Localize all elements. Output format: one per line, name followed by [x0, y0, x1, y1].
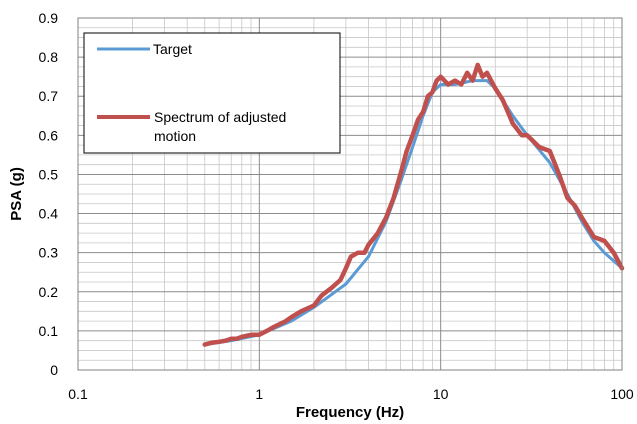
series-line-adjusted	[202, 62, 625, 347]
x-tick-label: 100	[610, 386, 634, 402]
legend-label-adjusted-line1: Spectrum of adjusted	[154, 109, 286, 125]
y-tick-label: 0	[50, 362, 58, 378]
y-tick-labels: 0 0.1 0.2 0.3 0.4 0.5 0.6 0.7 0.8 0.9	[39, 10, 59, 378]
legend-label-target: Target	[153, 41, 192, 57]
y-tick-label: 0.5	[39, 166, 59, 182]
legend-label-adjusted: Spectrum of adjusted motion	[154, 109, 286, 144]
legend-box	[83, 32, 341, 154]
x-tick-labels: 0.1 1 10 100	[68, 386, 634, 402]
legend-label-adjusted-line2: motion	[154, 128, 196, 144]
y-tick-label: 0.3	[39, 245, 59, 261]
y-tick-label: 0.6	[39, 127, 59, 143]
x-tick-label: 10	[433, 386, 449, 402]
series-layer	[202, 62, 625, 347]
y-tick-label: 0.2	[39, 284, 59, 300]
y-tick-label: 0.7	[39, 88, 59, 104]
plot-area-border	[77, 17, 623, 371]
y-tick-label: 0.4	[39, 206, 59, 222]
y-axis-title: PSA (g)	[8, 167, 25, 221]
x-axis-title: Frequency (Hz)	[296, 404, 404, 421]
y-tick-label: 0.9	[39, 10, 59, 26]
x-tick-label: 0.1	[68, 386, 88, 402]
y-tick-label: 0.1	[39, 323, 59, 339]
legend: Target Spectrum of adjusted motion	[83, 32, 341, 154]
x-tick-label: 1	[255, 386, 263, 402]
y-tick-label: 0.8	[39, 49, 59, 65]
